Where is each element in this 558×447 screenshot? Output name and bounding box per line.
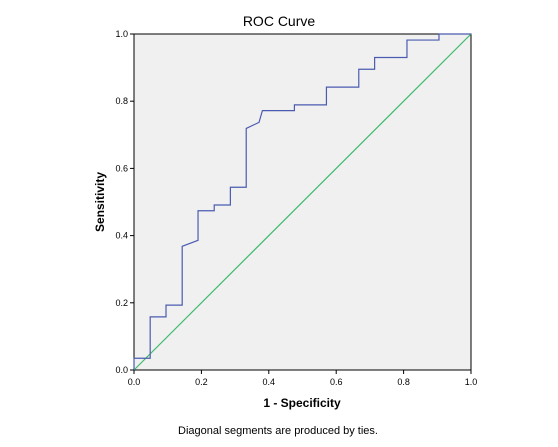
chart-footnote: Diagonal segments are produced by ties. <box>178 425 378 437</box>
y-tick-label: 0.2 <box>115 298 128 308</box>
x-axis-label: 1 - Specificity <box>263 396 341 410</box>
x-tick-label: 0.6 <box>330 377 343 387</box>
y-tick-label: 0.4 <box>115 231 128 241</box>
x-axis-ticks: 0.0 0.2 0.4 0.6 0.8 1.0 <box>128 370 478 387</box>
y-tick-label: 0.0 <box>115 365 128 375</box>
y-tick-label: 0.6 <box>115 163 128 173</box>
chart-title: ROC Curve <box>243 13 316 29</box>
x-tick-label: 0.8 <box>397 377 410 387</box>
x-tick-label: 0.4 <box>263 377 276 387</box>
x-tick-label: 1.0 <box>465 377 478 387</box>
y-axis-ticks: 0.0 0.2 0.4 0.6 0.8 1.0 <box>115 29 134 375</box>
series-layer <box>133 33 472 371</box>
reference-diagonal-line <box>133 33 472 371</box>
x-tick-label: 0.0 <box>128 377 141 387</box>
x-tick-label: 0.2 <box>195 377 208 387</box>
y-axis-label: Sensitivity <box>93 172 107 232</box>
roc-curve-line <box>133 33 471 370</box>
y-tick-label: 0.8 <box>115 96 128 106</box>
y-tick-label: 1.0 <box>115 29 128 39</box>
